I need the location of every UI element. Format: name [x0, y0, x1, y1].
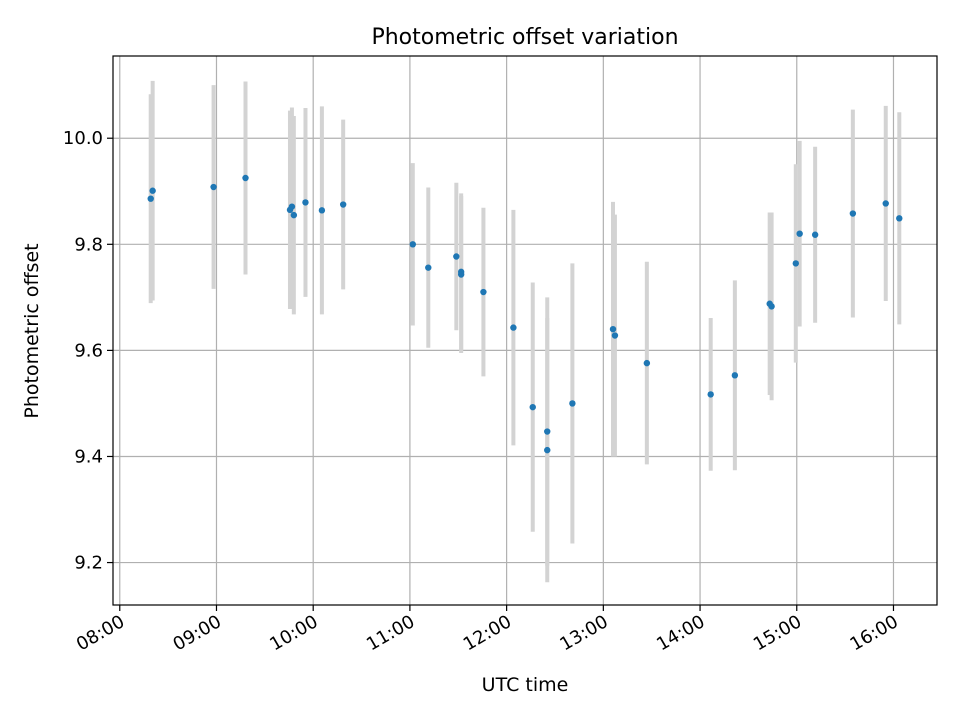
data-point	[529, 403, 536, 411]
data-point	[318, 207, 326, 214]
data-points	[147, 174, 903, 454]
data-point	[731, 372, 739, 379]
data-point	[882, 200, 889, 207]
data-point	[457, 271, 465, 278]
y-tick-label: 9.6	[74, 340, 103, 361]
x-tick-label: 09:00	[170, 611, 225, 655]
data-point	[149, 187, 156, 194]
data-point	[480, 288, 487, 296]
data-point	[896, 215, 903, 222]
data-point	[510, 324, 517, 331]
data-point	[811, 231, 819, 238]
data-point	[768, 303, 775, 310]
data-point	[425, 264, 432, 271]
data-point	[544, 428, 551, 435]
x-axis-ticks: 08:00 09:00 10:00 11:00 12:00 13:00 14:00 15:00…	[73, 605, 902, 655]
grid	[113, 56, 937, 605]
y-axis-ticks: 9.2 9.4 9.6 9.8 10.0	[63, 128, 113, 574]
data-point	[792, 260, 799, 267]
y-tick-label: 9.2	[74, 553, 103, 574]
plot-area-frame	[112, 55, 938, 606]
data-point	[609, 325, 617, 333]
x-tick-label: 12:00	[460, 611, 515, 655]
data-point	[409, 241, 417, 248]
error-bars	[148, 80, 902, 583]
data-point	[611, 332, 619, 339]
x-tick-label: 15:00	[750, 611, 805, 655]
data-point	[147, 195, 154, 202]
y-tick-label: 9.4	[74, 446, 103, 467]
y-tick-label: 10.0	[63, 128, 103, 149]
data-point	[849, 210, 857, 217]
x-tick-label: 16:00	[847, 611, 902, 655]
y-tick-label: 9.8	[74, 234, 103, 255]
y-axis-label: Photometric offset	[21, 243, 43, 418]
data-point	[796, 230, 803, 237]
data-point	[453, 253, 460, 260]
data-point	[302, 199, 309, 206]
data-point	[569, 400, 576, 407]
x-tick-label: 08:00	[73, 611, 128, 655]
data-point	[288, 203, 296, 210]
data-point	[707, 391, 714, 398]
data-point	[339, 201, 347, 208]
x-tick-label: 13:00	[556, 611, 611, 655]
chart-title: Photometric offset variation	[371, 25, 678, 50]
data-point	[210, 183, 217, 191]
data-point	[643, 359, 651, 367]
x-tick-label: 11:00	[363, 611, 418, 655]
x-axis-label: UTC time	[482, 674, 569, 696]
x-tick-label: 14:00	[653, 611, 708, 655]
data-point	[544, 446, 551, 454]
data-point	[290, 211, 298, 219]
data-point	[242, 174, 249, 182]
x-tick-label: 10:00	[266, 611, 321, 655]
